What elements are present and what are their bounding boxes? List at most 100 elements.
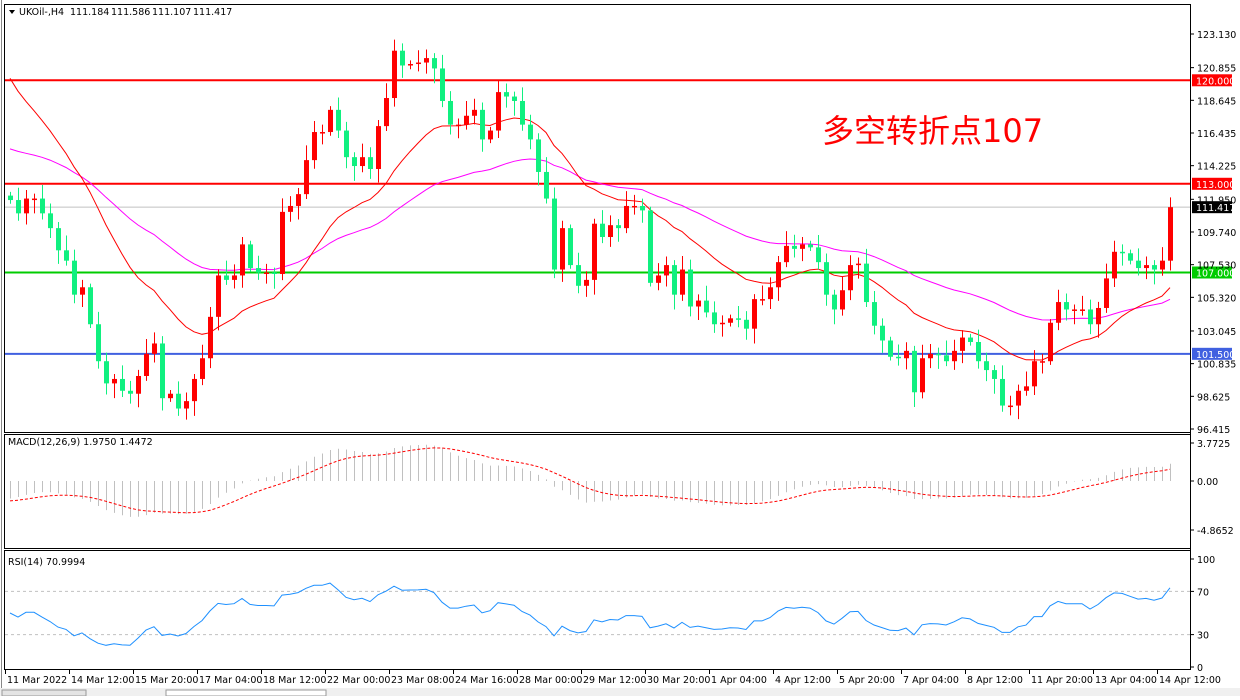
candle-body[interactable] — [728, 318, 733, 323]
candle-body[interactable] — [1168, 207, 1173, 261]
candle-body[interactable] — [528, 124, 533, 140]
candle-body[interactable] — [128, 390, 133, 394]
candle-body[interactable] — [416, 62, 421, 65]
candle-body[interactable] — [920, 358, 925, 393]
candle-body[interactable] — [1080, 309, 1085, 311]
candle-body[interactable] — [664, 265, 669, 276]
candle-body[interactable] — [384, 98, 389, 127]
candle-body[interactable] — [808, 244, 813, 248]
candle-body[interactable] — [648, 210, 653, 283]
candle-body[interactable] — [272, 272, 277, 274]
candle-body[interactable] — [184, 401, 189, 409]
candle-body[interactable] — [1048, 322, 1053, 362]
candle-body[interactable] — [112, 378, 117, 384]
candle-body[interactable] — [240, 244, 245, 276]
candle-body[interactable] — [736, 318, 741, 320]
candle-body[interactable] — [880, 325, 885, 341]
candle-body[interactable] — [624, 205, 629, 229]
candle-body[interactable] — [232, 275, 237, 280]
candle-body[interactable] — [256, 268, 261, 273]
candle-body[interactable] — [848, 265, 853, 291]
candle-body[interactable] — [832, 294, 837, 310]
candle-body[interactable] — [440, 68, 445, 101]
candle-body[interactable] — [104, 361, 109, 384]
candle-body[interactable] — [1104, 278, 1109, 308]
candle-body[interactable] — [968, 337, 973, 342]
candle-body[interactable] — [296, 194, 301, 206]
annotation-text[interactable]: 多空转折点107 — [822, 112, 1043, 150]
candle-body[interactable] — [560, 228, 565, 270]
candle-body[interactable] — [816, 247, 821, 263]
candle-body[interactable] — [520, 100, 525, 125]
candle-body[interactable] — [944, 355, 949, 362]
candle-body[interactable] — [464, 115, 469, 125]
candle-body[interactable] — [216, 275, 221, 317]
candle-body[interactable] — [320, 132, 325, 134]
candle-body[interactable] — [40, 198, 45, 214]
candle-body[interactable] — [80, 287, 85, 295]
candle-body[interactable] — [120, 378, 125, 391]
candle-body[interactable] — [248, 244, 253, 269]
candle-body[interactable] — [1160, 260, 1165, 270]
candle-body[interactable] — [1120, 251, 1125, 254]
candle-body[interactable] — [176, 393, 181, 409]
candle-body[interactable] — [640, 205, 645, 211]
candle-body[interactable] — [904, 350, 909, 359]
candle-body[interactable] — [1144, 265, 1149, 269]
candle-body[interactable] — [208, 316, 213, 359]
candle-body[interactable] — [160, 343, 165, 399]
candle-body[interactable] — [200, 358, 205, 379]
candle-body[interactable] — [448, 100, 453, 125]
candle-body[interactable] — [960, 337, 965, 351]
candle-body[interactable] — [1008, 405, 1013, 408]
candle-body[interactable] — [928, 353, 933, 359]
candle-body[interactable] — [704, 300, 709, 313]
candle-body[interactable] — [280, 211, 285, 274]
candle-body[interactable] — [408, 64, 413, 66]
candle-body[interactable] — [632, 205, 637, 208]
collapse-triangle-icon[interactable] — [9, 10, 15, 14]
candle-body[interactable] — [544, 171, 549, 199]
candle-body[interactable] — [1024, 386, 1029, 391]
candle-body[interactable] — [144, 353, 149, 376]
candle-body[interactable] — [912, 350, 917, 393]
candle-body[interactable] — [360, 157, 365, 167]
candle-body[interactable] — [48, 213, 53, 229]
candle-body[interactable] — [88, 287, 93, 325]
candle-body[interactable] — [976, 341, 981, 362]
candle-body[interactable] — [656, 275, 661, 283]
candle-body[interactable] — [1032, 361, 1037, 387]
candle-body[interactable] — [792, 245, 797, 249]
chart-tab-active[interactable] — [165, 689, 327, 697]
candle-body[interactable] — [688, 269, 693, 307]
candle-body[interactable] — [480, 109, 485, 140]
candle-body[interactable] — [1152, 265, 1157, 270]
candle-body[interactable] — [800, 244, 805, 249]
candle-body[interactable] — [424, 58, 429, 63]
candle-body[interactable] — [1136, 260, 1141, 269]
candle-body[interactable] — [192, 378, 197, 402]
candle-body[interactable] — [568, 228, 573, 266]
candle-body[interactable] — [168, 393, 173, 399]
candle-body[interactable] — [1056, 302, 1061, 323]
candle-body[interactable] — [96, 324, 101, 362]
candle-body[interactable] — [1016, 390, 1021, 406]
candle-body[interactable] — [32, 198, 37, 201]
candle-body[interactable] — [616, 225, 621, 229]
candle-body[interactable] — [24, 198, 29, 214]
candle-body[interactable] — [776, 262, 781, 288]
candle-body[interactable] — [288, 205, 293, 212]
candle-body[interactable] — [680, 269, 685, 295]
candle-body[interactable] — [952, 350, 957, 362]
candle-body[interactable] — [488, 130, 493, 140]
candle-body[interactable] — [8, 195, 13, 201]
candle-body[interactable] — [344, 130, 349, 158]
candle-body[interactable] — [224, 275, 229, 280]
candle-body[interactable] — [64, 250, 69, 261]
candle-body[interactable] — [496, 92, 501, 131]
candle-body[interactable] — [672, 265, 677, 295]
candle-body[interactable] — [872, 302, 877, 326]
candle-body[interactable] — [584, 279, 589, 286]
candle-body[interactable] — [512, 96, 517, 101]
